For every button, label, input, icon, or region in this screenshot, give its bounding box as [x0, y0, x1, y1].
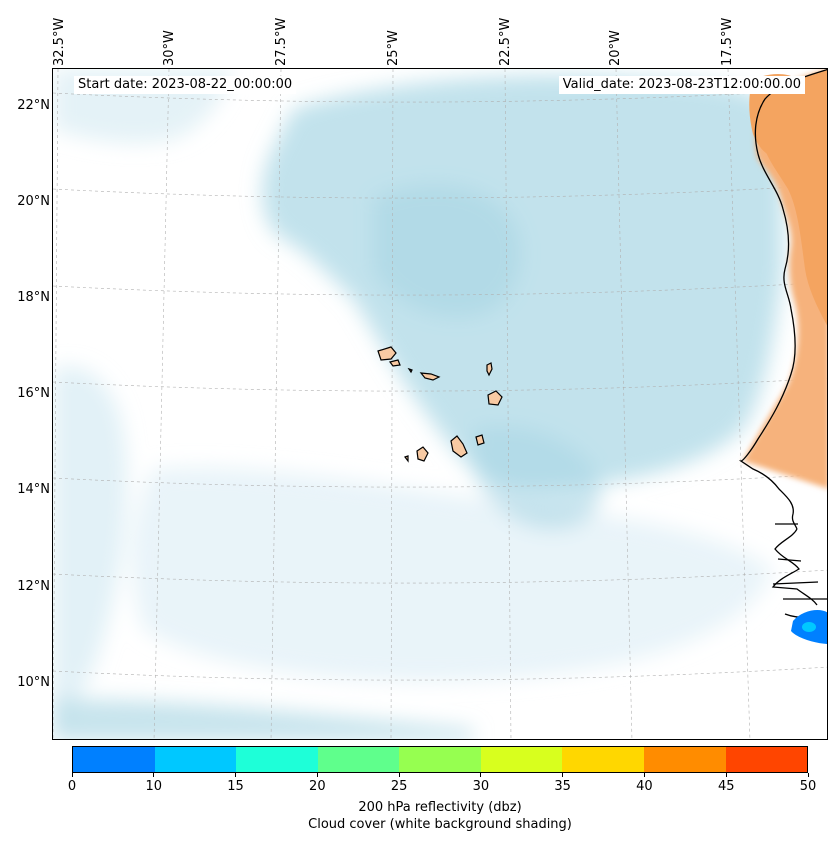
colorbar-tick	[725, 773, 727, 777]
lat-label-14n: 14°N	[17, 482, 50, 497]
colorbar-tick	[316, 773, 318, 777]
colorbar-tick-label: 40	[636, 779, 653, 794]
sal-island	[486, 362, 493, 377]
fogo-island	[416, 446, 429, 462]
santiago-island	[450, 435, 468, 458]
colorbar-tick-label: 15	[227, 779, 244, 794]
african-coast-land	[743, 69, 827, 489]
boa-vista-island	[487, 390, 503, 406]
colorbar-tick-label: 0	[67, 779, 77, 794]
colorbar-tick	[562, 773, 564, 777]
colorbar-segment	[725, 747, 808, 772]
lat-label-16n: 16°N	[17, 386, 50, 401]
valid-date-label: Valid_date: 2023-08-23T12:00:00.00	[558, 76, 805, 94]
colorbar-segment	[562, 747, 644, 772]
reflectivity-colorbar	[72, 746, 808, 773]
colorbar-label: 200 hPa reflectivity (dbz)	[358, 800, 522, 815]
lat-label-12n: 12°N	[17, 579, 50, 594]
colorbar-tick-label: 35	[554, 779, 571, 794]
colorbar-tick-label: 10	[145, 779, 163, 794]
colorbar-segment	[236, 747, 318, 772]
cape-verde-islands	[377, 346, 503, 463]
lon-label-32-5w: 32.5°W	[52, 17, 67, 66]
lon-label-22-5w: 22.5°W	[498, 17, 513, 66]
lat-label-18n: 18°N	[17, 290, 50, 305]
cloud-cover-shading	[53, 69, 784, 739]
colorbar-segment	[399, 747, 481, 772]
lon-label-30w: 30°W	[162, 30, 177, 66]
colorbar-segment	[643, 747, 726, 772]
colorbar-sublabel: Cloud cover (white background shading)	[308, 817, 572, 832]
lon-label-17-5w: 17.5°W	[720, 17, 735, 66]
lat-label-10n: 10°N	[17, 675, 50, 690]
colorbar-tick	[71, 773, 73, 777]
colorbar-tick-label: 25	[390, 779, 408, 794]
colorbar-tick-label: 30	[472, 779, 490, 794]
colorbar-segment	[154, 747, 237, 772]
santa-luzia-island	[407, 367, 413, 374]
santo-antao-island	[377, 346, 397, 361]
colorbar-tick	[807, 773, 809, 777]
lat-label-22n: 22°N	[17, 98, 50, 113]
colorbar-tick-label: 50	[799, 779, 817, 794]
brava-island	[404, 455, 409, 463]
colorbar-tick	[480, 773, 482, 777]
colorbar-segment	[317, 747, 400, 772]
sao-nicolau-island	[419, 372, 441, 381]
map-canvas	[53, 69, 827, 739]
lat-label-20n: 20°N	[17, 194, 50, 209]
colorbar-segment	[480, 747, 563, 772]
coastline	[738, 69, 827, 622]
lon-label-20w: 20°W	[608, 30, 623, 66]
start-date-label: Start date: 2023-08-22_00:00:00	[74, 76, 297, 94]
reflectivity-cell	[791, 609, 827, 644]
map-panel[interactable]	[52, 68, 828, 740]
colorbar-tick	[153, 773, 155, 777]
lon-label-25w: 25°W	[386, 30, 401, 66]
colorbar-tick-label: 20	[309, 779, 326, 794]
colorbar-tick	[398, 773, 400, 777]
lon-label-27-5w: 27.5°W	[274, 17, 289, 66]
maio-island	[475, 434, 485, 446]
sao-vicente-island	[388, 359, 401, 367]
colorbar-tick	[235, 773, 237, 777]
colorbar-tick-label: 45	[717, 779, 735, 794]
graticule	[53, 69, 827, 739]
colorbar-tick	[643, 773, 645, 777]
colorbar-segment	[73, 747, 155, 772]
